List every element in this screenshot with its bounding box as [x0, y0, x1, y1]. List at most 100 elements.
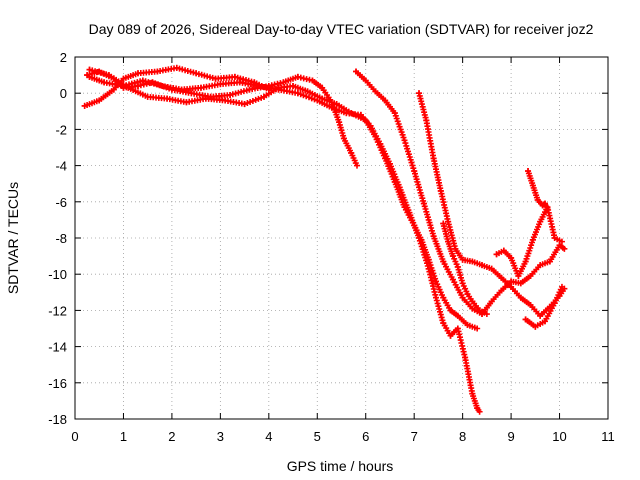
data-point [493, 251, 500, 258]
data-point [372, 133, 379, 140]
data-point [558, 283, 565, 290]
data-point [508, 278, 515, 285]
data-point [294, 73, 301, 80]
data-point [353, 68, 360, 75]
data-point [447, 332, 454, 339]
data-point [551, 300, 558, 307]
data-point [515, 273, 522, 280]
data-point [561, 245, 568, 252]
series-sat-j [440, 220, 490, 318]
data-point [449, 276, 456, 283]
data-point [440, 320, 447, 327]
data-point [411, 168, 418, 175]
data-point [546, 258, 553, 265]
data-point [447, 307, 454, 314]
data-point [542, 318, 549, 325]
series-markers [493, 204, 563, 279]
data-point [474, 325, 481, 332]
data-point [498, 274, 505, 281]
data-point [459, 256, 466, 263]
data-point [164, 95, 171, 102]
data-point [537, 262, 544, 269]
data-point [432, 294, 439, 301]
grid [75, 57, 608, 419]
data-point [246, 86, 253, 93]
data-point [527, 273, 534, 280]
data-point [362, 77, 369, 84]
data-point [437, 187, 444, 194]
data-point [522, 258, 529, 265]
data-point [110, 86, 117, 93]
data-point [440, 258, 447, 265]
data-point [479, 262, 486, 269]
data-point [260, 93, 267, 100]
data-point [354, 162, 361, 169]
data-point [508, 254, 515, 261]
series-sat-i [522, 283, 565, 330]
data-point [544, 206, 551, 213]
data-point [217, 81, 224, 88]
y-tick-label: 2 [60, 50, 67, 65]
x-tick-label: 5 [314, 429, 321, 444]
y-tick-label: -8 [55, 231, 67, 246]
y-tick-label: -4 [55, 159, 67, 174]
data-point [488, 265, 495, 272]
series-line [495, 206, 564, 278]
data-point [309, 77, 316, 84]
data-point [483, 311, 490, 318]
data-point [222, 97, 229, 104]
data-point [173, 64, 180, 71]
y-tick-label: -14 [48, 340, 67, 355]
data-point [81, 102, 88, 109]
data-point [188, 90, 195, 97]
y-tick-label: -10 [48, 267, 67, 282]
data-point [517, 280, 524, 287]
data-point [411, 222, 418, 229]
data-point [500, 247, 507, 254]
data-point [430, 155, 437, 162]
data-point [197, 84, 204, 91]
data-point [440, 220, 447, 227]
x-tick-label: 4 [265, 429, 272, 444]
data-point [432, 278, 439, 285]
data-point [537, 312, 544, 319]
data-point [290, 82, 297, 89]
data-point [488, 298, 495, 305]
data-point [96, 97, 103, 104]
y-tick-label: -16 [48, 376, 67, 391]
data-point [319, 95, 326, 102]
data-point [120, 75, 127, 82]
data-point [423, 117, 430, 124]
data-point [362, 117, 369, 124]
data-point [449, 253, 456, 260]
data-point [280, 79, 287, 86]
data-point [464, 291, 471, 298]
data-point [401, 204, 408, 211]
data-point [231, 73, 238, 80]
data-point [154, 68, 161, 75]
y-axis-label: SDTVAR / TECUs [5, 182, 21, 294]
data-point [474, 405, 481, 412]
x-tick-label: 11 [601, 429, 615, 444]
data-point [459, 294, 466, 301]
data-point [469, 390, 476, 397]
x-axis-label: GPS time / hours [287, 458, 394, 474]
data-point [178, 86, 185, 93]
x-tick-label: 8 [459, 429, 466, 444]
x-tick-label: 0 [71, 429, 78, 444]
chart-title: Day 089 of 2026, Sidereal Day-to-day VTE… [89, 21, 594, 37]
data-point [532, 323, 539, 330]
series-markers [86, 66, 478, 331]
data-point [382, 155, 389, 162]
y-tick-label: -12 [48, 303, 67, 318]
data-point [372, 88, 379, 95]
data-point [469, 305, 476, 312]
data-point [183, 99, 190, 106]
data-point [328, 104, 335, 111]
data-point [537, 218, 544, 225]
data-point [304, 88, 311, 95]
data-point [469, 258, 476, 265]
data-point [534, 196, 541, 203]
data-point [425, 256, 432, 263]
data-point [462, 354, 469, 361]
